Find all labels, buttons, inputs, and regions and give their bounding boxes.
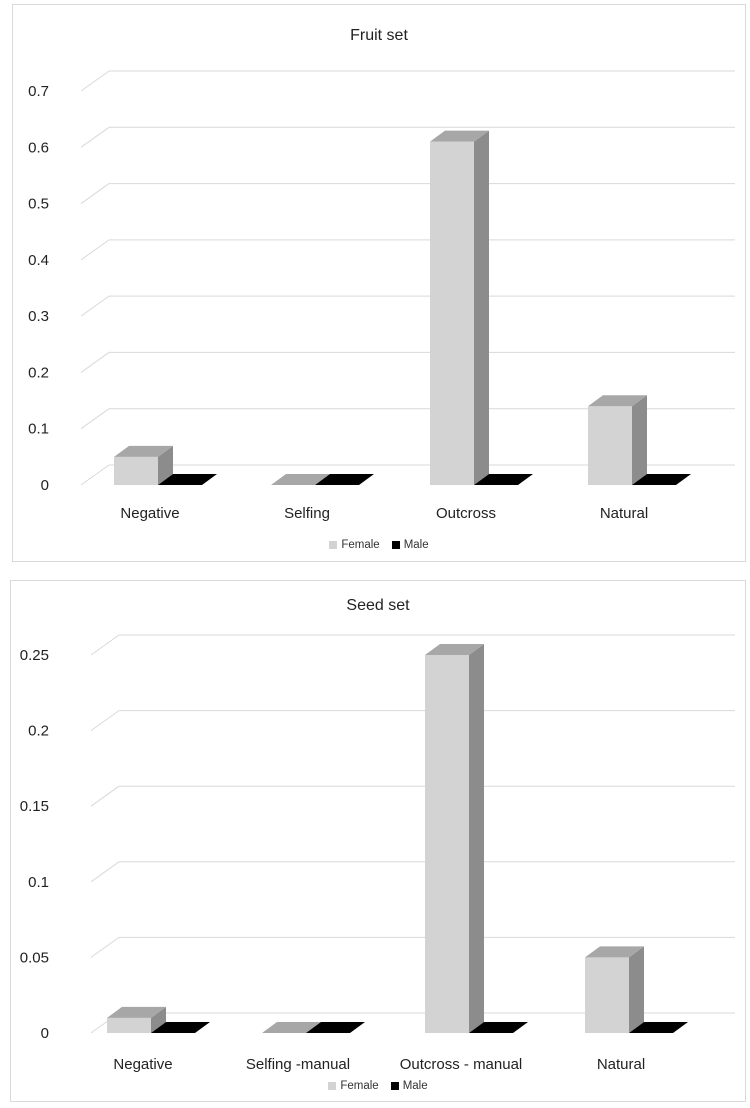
legend-item-male: Male xyxy=(391,539,429,551)
gridline-diagonal xyxy=(90,634,120,656)
legend-swatch-male xyxy=(391,541,400,549)
x-tick-label: Negative xyxy=(120,505,179,522)
y-tick-label: 0.7 xyxy=(28,83,49,100)
gridline-diagonal xyxy=(90,785,120,807)
gridline-diagonal xyxy=(80,70,110,92)
bar-female-top xyxy=(588,395,647,407)
bar-female-front xyxy=(107,1017,151,1033)
gridline-diagonal xyxy=(80,464,110,486)
x-tick-label: Natural xyxy=(600,505,648,522)
bar-female-side xyxy=(151,1006,166,1033)
y-tick-label: 0.25 xyxy=(20,647,49,664)
chart-title: Seed set xyxy=(346,597,410,614)
fruit-set-chart: Fruit set 0 0.1 0.2 0.3 0.4 0.5 0.6 0.7 Negative… xyxy=(12,4,746,562)
gridline-diagonal xyxy=(90,861,120,883)
gridline-diagonal xyxy=(90,710,120,732)
legend-label-male: Male xyxy=(403,539,429,551)
x-tick-label: Outcross xyxy=(436,505,496,522)
y-tick-label: 0 xyxy=(41,1025,49,1042)
y-tick-label: 0.3 xyxy=(28,308,49,325)
legend-label-female: Female xyxy=(341,539,380,551)
gridline-diagonal xyxy=(80,126,110,148)
bar-female-top xyxy=(271,474,330,485)
y-tick-label: 0.5 xyxy=(28,196,49,213)
x-tick-label: Selfing -manual xyxy=(246,1056,350,1073)
bar-male-top xyxy=(629,1022,688,1033)
legend-label-female: Female xyxy=(340,1080,379,1092)
y-tick-label: 0.1 xyxy=(28,421,49,438)
bar-female-front xyxy=(430,141,474,485)
x-tick-label: Natural xyxy=(597,1056,645,1073)
legend-item-male: Male xyxy=(390,1080,428,1092)
legend-swatch-female xyxy=(329,541,338,549)
y-tick-label: 0.6 xyxy=(28,139,49,156)
bar-female-top xyxy=(425,644,484,655)
gridline-diagonal xyxy=(80,352,110,373)
bar-female-front xyxy=(585,957,629,1033)
legend-item-female: Female xyxy=(329,539,380,551)
gridline-diagonal xyxy=(90,936,120,958)
x-tick-label: Outcross - manual xyxy=(400,1056,523,1073)
fruit-set-plot: 0 0.1 0.2 0.3 0.4 0.5 0.6 0.7 Negative Selfing Out… xyxy=(28,70,735,522)
gridline-diagonal xyxy=(80,183,110,204)
bar-male-top xyxy=(158,474,217,485)
y-tick-label: 0.2 xyxy=(28,723,49,740)
bar-female-top xyxy=(107,1006,166,1018)
bar-female-top xyxy=(114,445,173,457)
seed-set-plot: 0 0.05 0.1 0.15 0.2 0.25 Negative Selfing -manu… xyxy=(20,634,735,1073)
bar-female-front xyxy=(114,456,158,485)
bar-female-front xyxy=(425,655,469,1033)
bar-female-top xyxy=(262,1022,321,1033)
bar-male-top xyxy=(632,474,691,485)
legend: Female Male xyxy=(11,1080,745,1092)
bar-female-front xyxy=(588,406,632,485)
seed-set-chart: Seed set 0 0.05 0.1 0.15 0.2 0.25 Negative Self… xyxy=(10,580,746,1102)
gridline-diagonal xyxy=(80,295,110,317)
y-tick-label: 0.2 xyxy=(28,364,49,381)
bar-female-side xyxy=(632,395,647,485)
bar-female-side xyxy=(629,946,644,1033)
bar-female-top xyxy=(430,130,489,142)
bar-female-side xyxy=(158,445,173,485)
bar-male-top xyxy=(315,474,374,485)
bar-female-side xyxy=(474,130,489,485)
y-tick-label: 0.15 xyxy=(20,798,49,815)
bar-male-top xyxy=(474,474,533,485)
bar-male-top xyxy=(306,1022,365,1033)
y-tick-label: 0.1 xyxy=(28,874,49,891)
chart-title: Fruit set xyxy=(350,27,408,44)
y-tick-label: 0.05 xyxy=(20,949,49,966)
y-tick-label: 0 xyxy=(41,477,49,494)
y-tick-label: 0.4 xyxy=(28,252,49,269)
legend-swatch-female xyxy=(328,1082,337,1090)
bar-female-top xyxy=(585,946,644,958)
legend: Female Male xyxy=(13,539,745,551)
gridline-diagonal xyxy=(80,408,110,430)
bar-female-side xyxy=(469,644,484,1033)
legend-swatch-male xyxy=(390,1082,399,1090)
gridline-diagonal xyxy=(80,239,110,261)
legend-item-female: Female xyxy=(328,1080,379,1092)
x-tick-label: Negative xyxy=(113,1056,172,1073)
legend-label-male: Male xyxy=(402,1080,428,1092)
bar-male-top xyxy=(469,1022,528,1033)
bar-male-top xyxy=(151,1022,210,1033)
x-tick-label: Selfing xyxy=(284,505,330,522)
